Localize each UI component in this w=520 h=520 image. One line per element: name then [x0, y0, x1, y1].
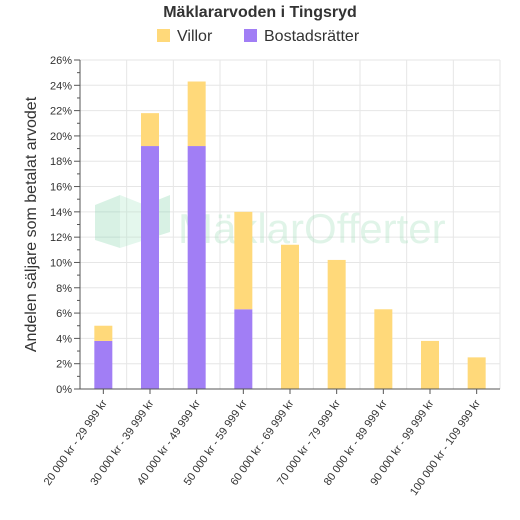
bar-segment	[94, 340, 113, 389]
y-tick-label: 12%	[50, 232, 72, 244]
y-tick-label: 4%	[56, 333, 72, 345]
y-tick-label: 16%	[50, 182, 72, 194]
chart-title: Mäklararvoden i Tingsryd	[163, 4, 357, 21]
y-tick-label: 2%	[56, 359, 72, 371]
y-axis-title: Andelen säljare som betalat arvodet	[23, 96, 40, 352]
bar-segment	[327, 259, 346, 389]
legend: Villor Bostadsrätter	[157, 28, 360, 45]
bar-segment	[234, 309, 253, 389]
y-tick-label: 26%	[50, 55, 72, 67]
watermark-text: MäklarOfferter	[178, 205, 446, 252]
y-tick-label: 6%	[56, 308, 72, 320]
bar-segment	[187, 81, 206, 147]
y-tick-label: 0%	[56, 384, 72, 396]
legend-swatch	[157, 29, 170, 42]
bar-segment	[234, 211, 253, 310]
watermark: MäklarOfferter	[95, 195, 446, 252]
bar-segment	[187, 146, 206, 389]
y-tick-label: 18%	[50, 156, 72, 168]
y-tick-label: 22%	[50, 106, 72, 118]
bar-segment	[141, 113, 159, 147]
y-tick-label: 8%	[56, 283, 72, 295]
legend-label: Bostadsrätter	[264, 28, 360, 45]
bar-segment	[94, 325, 113, 341]
bar-segment	[421, 340, 439, 389]
y-tick-label: 24%	[50, 80, 72, 92]
bar-segment	[374, 309, 393, 389]
legend-label: Villor	[177, 28, 213, 45]
y-axis: 0% 2% 4% 6% 8% 10% 12% 14% 16% 18% 20% 22% 24% 26%	[50, 55, 81, 396]
y-tick-label: 20%	[50, 131, 72, 143]
legend-swatch	[244, 29, 257, 42]
bars	[94, 81, 486, 389]
bar-segment	[467, 357, 486, 389]
y-tick-label: 10%	[50, 257, 72, 269]
y-tick-label: 14%	[50, 207, 72, 219]
bar-segment	[281, 244, 299, 389]
bar-segment	[141, 146, 159, 389]
